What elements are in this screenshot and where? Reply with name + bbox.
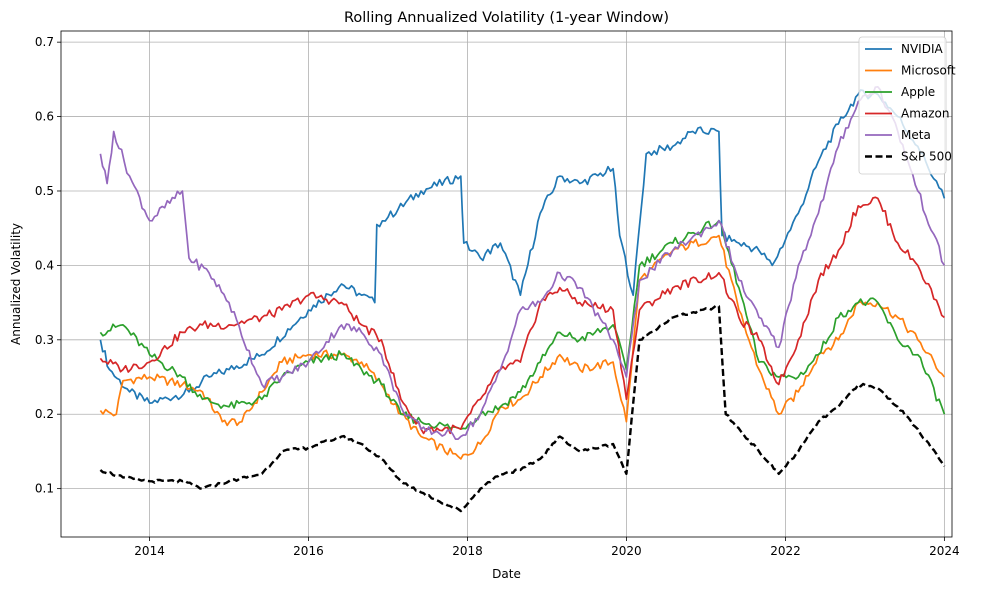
y-tick-label: 0.7 (35, 35, 54, 49)
x-axis-label: Date (492, 567, 521, 581)
plot-area-frame (60, 30, 953, 538)
y-tick-label: 0.5 (35, 184, 54, 198)
y-tick-label: 0.1 (35, 482, 54, 496)
legend[interactable]: NVIDIA Microsoft Apple Amazon Meta S&P 500 (858, 36, 956, 175)
y-axis-label: Annualized Volatility (9, 223, 23, 345)
y-tick-label: 0.2 (35, 407, 54, 421)
chart-title: Rolling Annualized Volatility (1-year Wi… (344, 10, 669, 26)
series-lines (99, 85, 946, 513)
legend-label: S&P 500 (901, 150, 952, 164)
legend-label: Meta (901, 128, 931, 142)
y-tick-label: 0.4 (35, 258, 54, 272)
y-tick-label: 0.6 (35, 110, 54, 124)
series-line-amazon (99, 196, 945, 435)
legend-label: NVIDIA (901, 42, 944, 56)
x-tick-label: 2022 (770, 544, 801, 558)
y-tick-label: 0.3 (35, 333, 54, 347)
legend-label: Apple (901, 85, 935, 99)
x-tick-label: 2020 (611, 544, 642, 558)
legend-label: Microsoft (901, 64, 956, 78)
x-tick-label: 2016 (293, 544, 324, 558)
x-tick-label: 2018 (452, 544, 483, 558)
series-line-nvidia (99, 89, 946, 404)
series-line-meta (99, 85, 946, 440)
series-line-apple (99, 219, 946, 430)
legend-label: Amazon (901, 107, 950, 121)
x-tick-label: 2014 (134, 544, 165, 558)
series-line-microsoft (99, 234, 946, 460)
y-axis-ticks: 0.1 0.2 0.3 0.4 0.5 0.6 0.7 (35, 35, 61, 496)
x-tick-label: 2024 (929, 544, 960, 558)
x-axis-ticks: 2014 2016 2018 2020 2022 2024 (134, 537, 960, 558)
series-line-s-p-500 (99, 304, 946, 513)
